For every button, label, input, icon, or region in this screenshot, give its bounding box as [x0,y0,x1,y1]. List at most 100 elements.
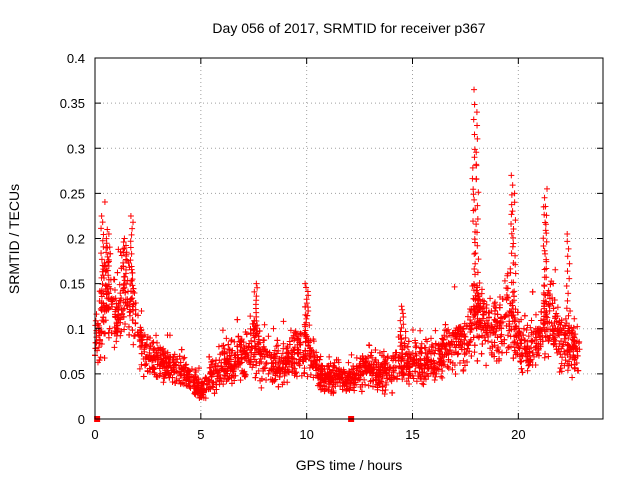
data-point [237,347,244,354]
data-point [563,305,570,312]
data-point [375,380,382,387]
data-point [304,304,311,311]
data-point [138,350,145,357]
data-point [480,327,487,334]
data-point [443,333,450,340]
data-point [185,380,192,387]
data-point [550,341,557,348]
data-point [469,164,476,171]
data-point [471,310,478,317]
data-point [130,288,137,295]
data-point [523,357,530,364]
data-point [129,327,136,334]
data-point [390,374,397,381]
data-point [228,338,235,345]
data-point [570,352,577,359]
data-point [506,320,513,327]
data-point [129,225,136,232]
data-point [529,349,536,356]
data-point [248,349,255,356]
data-point [118,328,125,335]
data-point [228,380,235,387]
data-point [177,359,184,366]
data-point [510,355,517,362]
data-point [120,249,127,256]
data-point [275,383,282,390]
data-point [540,203,547,210]
data-point [445,365,452,372]
data-point [121,235,128,242]
data-point [449,360,456,367]
data-point [470,186,477,193]
data-point [450,338,457,345]
data-point [564,327,571,334]
data-point [542,350,549,357]
data-point [543,258,550,265]
data-point [156,372,163,379]
data-point [491,300,498,307]
data-point [409,350,416,357]
data-point [249,364,256,371]
data-point [310,348,317,355]
data-point [524,322,531,329]
data-point [512,217,519,224]
data-point [404,355,411,362]
data-point [314,371,321,378]
data-point [402,328,409,335]
data-point [104,295,111,302]
data-point [499,340,506,347]
data-point [285,357,292,364]
data-point [161,375,168,382]
data-point [149,340,156,347]
data-point [473,325,480,332]
data-point [265,370,272,377]
data-point [474,216,481,223]
data-point [367,352,374,359]
data-point [105,305,112,312]
data-point [302,339,309,346]
data-point [143,360,150,367]
data-point [520,332,527,339]
data-point [432,340,439,347]
data-point [564,367,571,374]
data-point [398,365,405,372]
data-point [491,339,498,346]
data-point [224,358,231,365]
data-point [521,337,528,344]
data-point [289,334,296,341]
data-point [216,367,223,374]
data-point [260,343,267,350]
data-point [113,304,120,311]
data-point [501,277,508,284]
data-point [468,307,475,314]
data-point [280,345,287,352]
data-point [566,275,573,282]
x-tick-label: 5 [197,427,204,442]
data-point [544,314,551,321]
data-point [510,297,517,304]
data-point [214,375,221,382]
data-point [567,353,574,360]
data-point [475,256,482,263]
data-point [170,364,177,371]
data-point [103,235,110,242]
data-point [107,250,114,257]
data-point [378,378,385,385]
data-point [252,374,259,381]
data-point [428,358,435,365]
data-point [190,379,197,386]
data-point [99,219,106,226]
data-point [437,358,444,365]
data-point [247,330,254,337]
data-point [575,367,582,374]
y-tick-label: 0.4 [67,51,85,66]
data-point [550,305,557,312]
data-point [558,327,565,334]
data-point [554,304,561,311]
data-point [312,364,319,371]
data-point [467,317,474,324]
data-point [228,336,235,343]
data-point [122,242,129,249]
data-point [307,362,314,369]
data-point [439,351,446,358]
